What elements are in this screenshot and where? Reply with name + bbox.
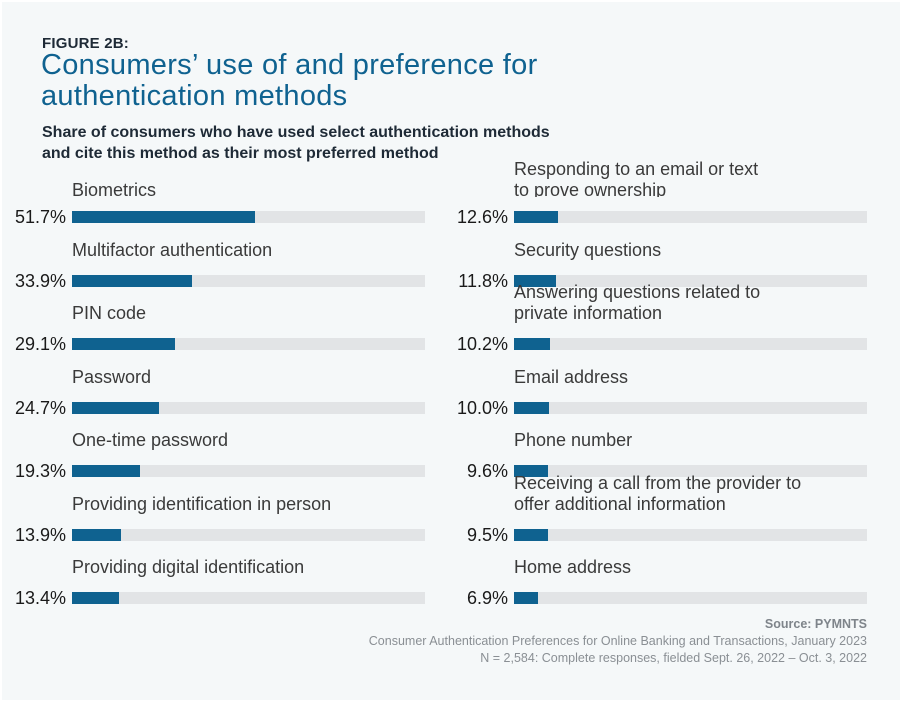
bar [72, 465, 141, 477]
bar-category-label: Biometrics [72, 180, 156, 197]
bar-track [514, 401, 867, 414]
bar-category-label: Receiving a call from the provider to off… [514, 473, 801, 515]
source-sample: N = 2,584: Complete responses, fielded S… [480, 651, 867, 665]
chart-title: Consumers’ use of and preference for aut… [41, 50, 641, 112]
bar-track [72, 528, 425, 541]
bar-category-label: Password [72, 367, 151, 388]
bar-category-label-line: Biometrics [72, 180, 157, 197]
bar-value-label: 19.3% [14, 461, 66, 481]
bar-category-label: Providing identification in person [72, 494, 331, 515]
bar [72, 338, 175, 350]
bar [514, 211, 559, 223]
bar [514, 465, 548, 477]
bar [72, 401, 160, 414]
bar-value-label: 10.2% [456, 334, 508, 354]
chart-subtitle-line-2: and cite this method as their most prefe… [42, 145, 439, 162]
bar-track [72, 274, 425, 287]
bar-track [72, 592, 425, 604]
bar [514, 401, 550, 414]
bar-category-label: Home address [514, 557, 631, 578]
bar-value-label: 13.9% [14, 524, 66, 545]
chart-subtitle: Share of consumers who have used select … [42, 122, 642, 164]
bar-category-label: Phone number [514, 430, 632, 451]
bar-value-label: 9.5% [466, 524, 508, 545]
bar-category-label: Security questions [514, 240, 661, 261]
bar-category-label-line: offer additional information [514, 493, 726, 514]
source-label: Source: PYMNTS [764, 617, 867, 631]
bar [514, 274, 556, 287]
bar-category-label-line: private information [514, 303, 663, 323]
source-note: Source: PYMNTS Consumer Authentication P… [369, 616, 867, 667]
bar-category-label-line: Home address [514, 557, 632, 577]
bar-category-label: Email address [514, 367, 628, 388]
bar-category-label-line: Email address [514, 366, 629, 387]
bar-value-label: 33.9% [14, 270, 66, 291]
bar-track [514, 338, 867, 350]
bar-category-label-line: to prove ownership [514, 180, 667, 197]
bar [514, 338, 550, 350]
source-report: Consumer Authentication Preferences for … [368, 634, 867, 648]
bar-category-label-line: Password [72, 366, 152, 387]
bar-value-label: 29.1% [14, 334, 66, 354]
bar-category-label-line: PIN code [72, 303, 147, 323]
bar-value-label: 6.9% [466, 588, 508, 608]
bar-track [72, 338, 425, 350]
bar [514, 528, 548, 541]
bar-category-label-line: Security questions [514, 239, 662, 260]
bar [514, 592, 539, 604]
bar-value-label: 51.7% [14, 207, 66, 227]
chart-title-line-2: authentication methods [41, 80, 348, 112]
bar-track [72, 465, 425, 477]
bar-track [72, 211, 425, 223]
bar-value-label: 13.4% [14, 588, 66, 608]
bar-category-label: Answering questions related to private in… [514, 282, 760, 324]
bar-category-label-line: Providing digital identification [72, 557, 305, 577]
bar-category-label-line: Phone number [514, 430, 633, 450]
bar [72, 592, 120, 604]
bar [72, 528, 122, 541]
bar-category-label: One-time password [72, 430, 228, 451]
bar-value-label: 24.7% [14, 397, 66, 418]
figure-label: FIGURE 2B: [42, 35, 130, 52]
bar-category-label: PIN code [72, 303, 146, 324]
bar-category-label-line: Responding to an email or text [514, 159, 759, 179]
bar-category-label-line: Receiving a call from the provider to [514, 472, 802, 493]
bar [72, 211, 255, 223]
bar-track [514, 211, 867, 223]
bar-track [514, 274, 867, 287]
bar-category-label-line: Answering questions related to [514, 282, 761, 302]
chart-subtitle-line-1: Share of consumers who have used select … [42, 124, 550, 141]
bar [72, 274, 192, 287]
bar-track [514, 465, 867, 477]
chart-title-line-1: Consumers’ use of and preference for [41, 49, 538, 81]
bar-track [72, 401, 425, 414]
bar-category-label: Multifactor authentication [72, 240, 272, 261]
bar-category-label-line: Multifactor authentication [72, 239, 273, 260]
bar-track [514, 592, 867, 604]
bar-category-label-line: One-time password [72, 430, 229, 450]
bar-category-label: Responding to an email or text to prove o… [514, 159, 758, 197]
bar-category-label: Providing digital identification [72, 557, 304, 578]
bar-category-label-line: Providing identification in person [72, 493, 332, 514]
bar-value-label: 11.8% [458, 270, 508, 291]
bar-value-label: 9.6% [466, 461, 508, 481]
bar-value-label: 10.0% [456, 397, 508, 418]
bar-track [514, 528, 867, 541]
bar-value-label: 12.6% [456, 207, 508, 227]
